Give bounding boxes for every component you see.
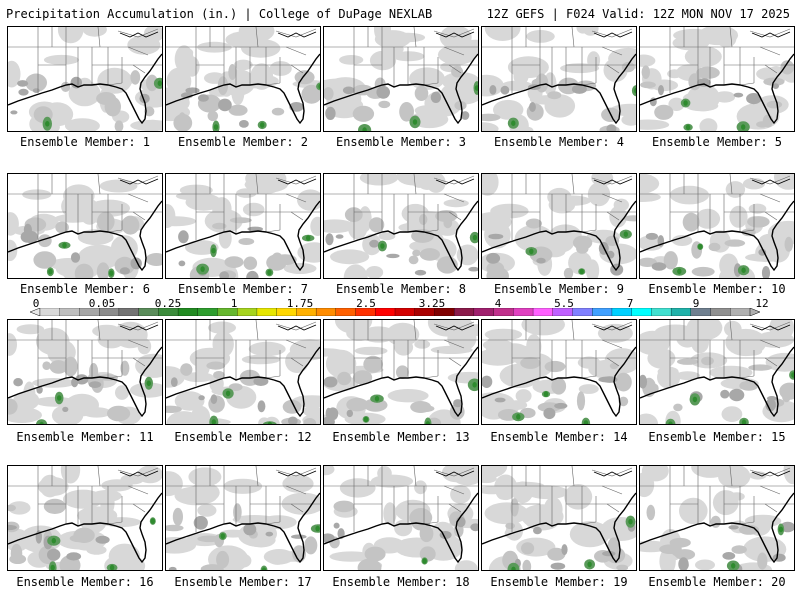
colorbar-swatch xyxy=(631,308,652,316)
member-label: Ensemble Member: 4 xyxy=(493,135,625,149)
colorbar-tick-label: 0.05 xyxy=(88,297,116,310)
colorbar-tick-label: 9 xyxy=(692,297,700,310)
member-map-panel xyxy=(323,465,479,571)
member-label: Ensemble Member: 13 xyxy=(332,430,470,444)
member-map-panel xyxy=(165,319,321,425)
colorbar-tick-label: 2.5 xyxy=(356,297,376,310)
member-label: Ensemble Member: 16 xyxy=(16,575,154,589)
member-map-panel xyxy=(481,465,637,571)
precip-colorbar xyxy=(30,308,761,316)
member-map-panel xyxy=(7,26,163,132)
member-label: Ensemble Member: 8 xyxy=(335,282,467,296)
member-label: Ensemble Member: 14 xyxy=(490,430,628,444)
member-map-panel xyxy=(323,173,479,279)
colorbar-swatch xyxy=(454,308,475,316)
member-label: Ensemble Member: 3 xyxy=(335,135,467,149)
member-map-panel xyxy=(165,26,321,132)
colorbar-tick-label: 5.5 xyxy=(554,297,574,310)
colorbar-swatch xyxy=(335,308,356,316)
member-map-panel xyxy=(323,26,479,132)
member-map-panel xyxy=(7,173,163,279)
colorbar-tick-label: 3.25 xyxy=(418,297,446,310)
member-label: Ensemble Member: 15 xyxy=(648,430,786,444)
colorbar-swatch xyxy=(197,308,218,316)
colorbar-tick-label: 0.25 xyxy=(154,297,182,310)
member-map-panel xyxy=(7,465,163,571)
member-label: Ensemble Member: 2 xyxy=(177,135,309,149)
colorbar-swatch xyxy=(59,308,80,316)
map-title: Precipitation Accumulation (in.) | Colle… xyxy=(6,7,433,21)
member-label: Ensemble Member: 12 xyxy=(174,430,312,444)
colorbar-swatch xyxy=(237,308,258,316)
colorbar-tick-label: 1 xyxy=(230,297,238,310)
colorbar-tick-label: 4 xyxy=(494,297,502,310)
member-map-panel xyxy=(165,173,321,279)
member-label: Ensemble Member: 17 xyxy=(174,575,312,589)
colorbar-tick-label: 1.75 xyxy=(286,297,314,310)
colorbar-swatch xyxy=(375,308,396,316)
colorbar-swatch xyxy=(730,308,751,316)
member-map-panel xyxy=(639,26,795,132)
member-map-panel xyxy=(639,465,795,571)
member-label: Ensemble Member: 7 xyxy=(177,282,309,296)
member-map-panel xyxy=(639,173,795,279)
member-map-panel xyxy=(481,173,637,279)
member-label: Ensemble Member: 18 xyxy=(332,575,470,589)
member-label: Ensemble Member: 6 xyxy=(19,282,151,296)
member-label: Ensemble Member: 10 xyxy=(648,282,786,296)
colorbar-swatch xyxy=(710,308,731,316)
member-map-panel xyxy=(481,319,637,425)
colorbar-swatch xyxy=(513,308,534,316)
colorbar-swatch xyxy=(118,308,140,316)
colorbar-swatch xyxy=(670,308,692,316)
member-label: Ensemble Member: 1 xyxy=(19,135,151,149)
colorbar-swatch xyxy=(572,308,593,316)
member-label: Ensemble Member: 19 xyxy=(490,575,628,589)
colorbar-tick-label: 12 xyxy=(755,297,769,310)
member-map-panel xyxy=(7,319,163,425)
model-run-info: 12Z GEFS | F024 Valid: 12Z MON NOV 17 20… xyxy=(486,7,790,21)
member-map-panel xyxy=(323,319,479,425)
colorbar-swatch xyxy=(315,308,337,316)
colorbar-swatch xyxy=(394,308,416,316)
colorbar-swatch xyxy=(532,308,554,316)
member-label: Ensemble Member: 5 xyxy=(651,135,783,149)
member-map-panel xyxy=(639,319,795,425)
member-label: Ensemble Member: 9 xyxy=(493,282,625,296)
colorbar-swatch xyxy=(592,308,613,316)
member-label: Ensemble Member: 20 xyxy=(648,575,786,589)
colorbar-swatch xyxy=(256,308,278,316)
colorbar-swatch xyxy=(651,308,672,316)
member-label: Ensemble Member: 11 xyxy=(16,430,154,444)
colorbar-swatch xyxy=(473,308,495,316)
colorbar-swatch xyxy=(39,308,61,316)
colorbar-tick-label: 7 xyxy=(626,297,634,310)
member-map-panel xyxy=(481,26,637,132)
colorbar-tick-label: 0 xyxy=(32,297,40,310)
member-map-panel xyxy=(165,465,321,571)
